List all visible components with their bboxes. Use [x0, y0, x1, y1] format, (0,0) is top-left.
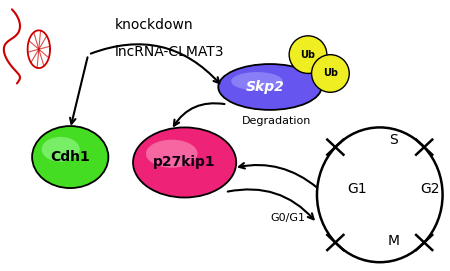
Ellipse shape	[289, 36, 327, 73]
Text: Cdh1: Cdh1	[50, 150, 90, 164]
Text: Skp2: Skp2	[246, 80, 285, 94]
Text: Degradation: Degradation	[242, 116, 311, 126]
Ellipse shape	[146, 140, 198, 168]
Text: M: M	[387, 234, 399, 248]
Text: G0/G1: G0/G1	[270, 213, 305, 223]
Ellipse shape	[231, 72, 283, 91]
Text: knockdown: knockdown	[115, 18, 194, 32]
Ellipse shape	[42, 137, 80, 162]
Ellipse shape	[317, 127, 443, 262]
Text: G2: G2	[421, 182, 440, 196]
Text: Ub: Ub	[301, 50, 315, 60]
Text: p27kip1: p27kip1	[153, 156, 216, 169]
Text: Ub: Ub	[323, 69, 338, 79]
Text: G1: G1	[347, 182, 367, 196]
Text: lncRNA-CLMAT3: lncRNA-CLMAT3	[115, 45, 225, 59]
Ellipse shape	[218, 64, 321, 110]
Text: S: S	[389, 133, 398, 147]
Ellipse shape	[32, 126, 108, 188]
Ellipse shape	[133, 127, 236, 198]
Ellipse shape	[311, 55, 349, 92]
